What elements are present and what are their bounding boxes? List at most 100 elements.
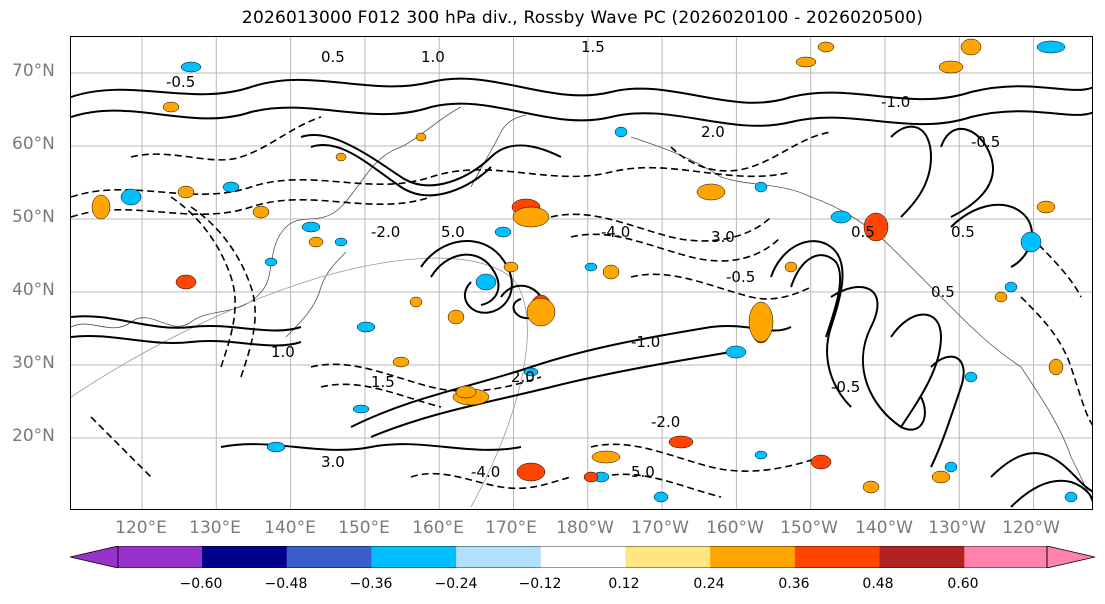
lon-label-140e: 140°E (264, 518, 316, 538)
divergence-shaded-region (335, 152, 347, 162)
lat-label-20n: 20°N (12, 426, 55, 446)
divergence-shaded-region (91, 194, 111, 220)
divergence-shaded-region (1020, 231, 1042, 253)
lon-label-160e: 160°E (412, 518, 464, 538)
contour-label: -2.0 (651, 413, 680, 431)
divergence-shading (91, 38, 1078, 503)
contour-label: 2.0 (511, 368, 535, 386)
divergence-shaded-region (392, 356, 410, 368)
colorbar-tick: 0.36 (778, 576, 810, 592)
colorbar-tick: 0.48 (862, 576, 894, 592)
lon-label-140w: 140°W (855, 518, 913, 538)
colorbar-tick: −0.48 (264, 576, 308, 592)
divergence-shaded-region (1004, 281, 1018, 293)
divergence-shaded-region (177, 185, 195, 199)
colorbar-tick: 0.24 (693, 576, 725, 592)
colorbar-tick: 0.60 (947, 576, 979, 592)
contour-label: 5.0 (631, 463, 655, 481)
divergence-shaded-region (964, 371, 978, 383)
divergence-shaded-region (162, 101, 180, 113)
colorbar-cell (964, 546, 1047, 568)
divergence-shaded-region (795, 56, 817, 68)
colorbar-tick: −0.24 (434, 576, 478, 592)
colorbar-cell (540, 546, 626, 568)
divergence-shaded-region (334, 237, 348, 247)
divergence-shaded-region (266, 441, 286, 453)
colorbar-outline (117, 546, 1048, 568)
lon-label-180w: 180°W (556, 518, 614, 538)
coastline-alaska (630, 136, 1022, 368)
lon-label-170w: 170°W (631, 518, 689, 538)
divergence-shaded-region (653, 491, 669, 503)
divergence-shaded-region (863, 212, 889, 242)
lon-label-150e: 150°E (338, 518, 390, 538)
contour-label: 3.0 (321, 453, 345, 471)
divergence-shaded-region (415, 132, 427, 142)
coastline-asia (71, 106, 462, 329)
contour-label: 0.5 (931, 283, 955, 301)
divergence-shaded-region (944, 461, 958, 473)
lat-label-30n: 30°N (12, 353, 55, 373)
contour-label: -4.0 (471, 463, 500, 481)
polar-circle (71, 257, 528, 508)
map-panel: -0.5 0.5 1.0 1.5 2.0 -1.0 -2.0 5.0 -4.0 3.0 -0.5 0.… (70, 36, 1093, 510)
divergence-shaded-region (1036, 40, 1066, 54)
contour-label: -2.0 (371, 223, 400, 241)
contour-label: -4.0 (601, 223, 630, 241)
colorbar-cell (625, 546, 711, 568)
colorbar-cell (794, 546, 881, 568)
divergence-shaded-region (222, 181, 240, 193)
contour-label: 1.0 (271, 343, 295, 361)
contours-positive (71, 77, 1092, 508)
contour-label: 1.5 (371, 373, 395, 391)
colorbar-cell (202, 546, 288, 568)
divergence-shaded-region (455, 385, 477, 399)
divergence-shaded-region (264, 257, 278, 267)
contour-label: -0.5 (831, 378, 860, 396)
colorbar-tick: −0.36 (349, 576, 393, 592)
colorbar-tick: −0.60 (179, 576, 223, 592)
contour-label: -1.0 (881, 93, 910, 111)
divergence-shaded-region (475, 273, 497, 291)
divergence-shaded-region (494, 226, 512, 238)
coastline-americas (1020, 366, 1092, 503)
divergence-shaded-region (352, 404, 370, 414)
colorbar-extend-high (1046, 546, 1095, 568)
contour-label: 1.0 (421, 48, 445, 66)
lon-label-120w: 120°W (1002, 518, 1060, 538)
lon-label-150w: 150°W (780, 518, 838, 538)
lon-label-130e: 130°E (189, 518, 241, 538)
map-canvas: -0.5 0.5 1.0 1.5 2.0 -1.0 -2.0 5.0 -4.0 3.0 -0.5 0.… (71, 37, 1092, 509)
contour-label: -0.5 (971, 133, 1000, 151)
contour-label: -1.0 (631, 333, 660, 351)
colorbar-tick: 0.12 (608, 576, 640, 592)
divergence-shaded-region (308, 236, 324, 248)
divergence-shaded-region (754, 181, 768, 193)
lat-label-70n: 70°N (12, 61, 55, 81)
colorbar-cell (286, 546, 372, 568)
divergence-shaded-region (602, 264, 620, 280)
divergence-shaded-region (614, 126, 628, 138)
colorbar-cell (456, 546, 542, 568)
divergence-shaded-region (1036, 200, 1056, 214)
divergence-shaded-region (447, 309, 465, 325)
divergence-shaded-region (960, 38, 982, 56)
contours-negative (71, 116, 1092, 498)
contour-label: -0.5 (166, 73, 195, 91)
divergence-shaded-region (120, 188, 142, 206)
divergence-shaded-region (591, 450, 621, 464)
divergence-shaded-region (810, 454, 832, 470)
divergence-shaded-region (526, 297, 556, 327)
colorbar (70, 546, 1095, 568)
divergence-shaded-region (516, 462, 546, 482)
lon-label-160w: 160°W (706, 518, 764, 538)
lon-label-170e: 170°E (485, 518, 537, 538)
colorbar-extend-low (70, 546, 119, 568)
lat-label-50n: 50°N (12, 207, 55, 227)
divergence-shaded-region (696, 183, 726, 201)
contour-label: -0.5 (726, 268, 755, 286)
divergence-shaded-region (503, 261, 519, 273)
contour-label: 2.0 (701, 123, 725, 141)
divergence-shaded-region (409, 296, 423, 308)
coastline-japan (285, 251, 347, 338)
